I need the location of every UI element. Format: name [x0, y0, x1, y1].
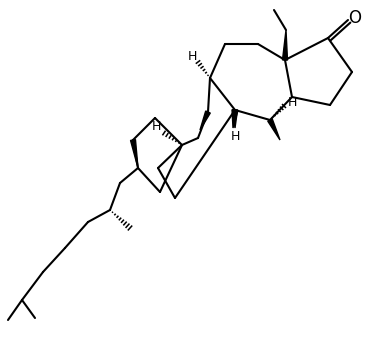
- Text: H: H: [187, 50, 197, 63]
- Text: H: H: [287, 95, 297, 108]
- Polygon shape: [232, 110, 238, 128]
- Polygon shape: [268, 119, 280, 140]
- Polygon shape: [131, 140, 138, 168]
- Text: O: O: [348, 9, 362, 27]
- Polygon shape: [283, 30, 288, 60]
- Text: H: H: [151, 120, 161, 133]
- Polygon shape: [232, 110, 238, 128]
- Text: H: H: [230, 130, 240, 143]
- Polygon shape: [200, 111, 210, 130]
